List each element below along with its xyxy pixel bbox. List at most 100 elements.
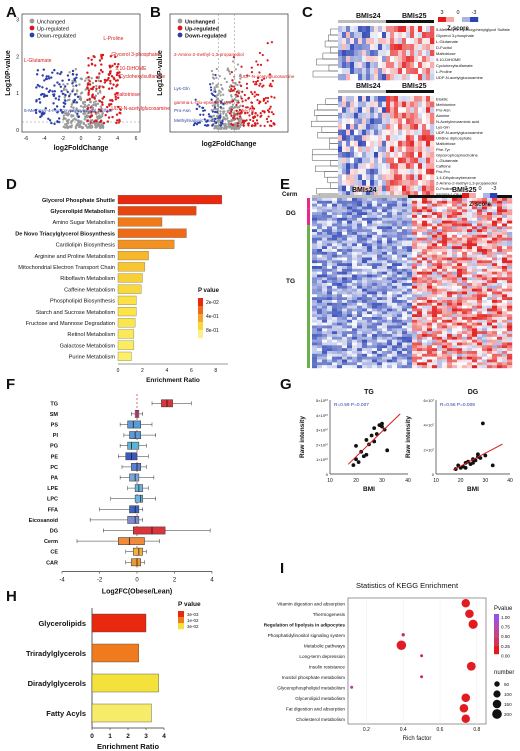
- volcano-b-point: [241, 100, 244, 103]
- kegg-i-bubble: [468, 619, 478, 629]
- scatter-g-tg-xtick: 30: [379, 478, 385, 484]
- heatmap-c-bottom-cell: [366, 163, 371, 170]
- volcano-a-point: [94, 94, 98, 98]
- heatmap-e-cell: [357, 249, 363, 253]
- heatmap-c-bottom-cell: [366, 174, 371, 181]
- heatmap-e-cell: [357, 336, 363, 340]
- heatmap-e-cell: [362, 226, 368, 230]
- heatmap-e-cell: [427, 254, 433, 258]
- heatmap-e-cell: [427, 226, 433, 230]
- volcano-a-point: [93, 97, 96, 100]
- heatmap-e-cell: [407, 351, 413, 355]
- heatmap-e-cell: [367, 254, 373, 258]
- heatmap-c-bottom-dendrogram: [317, 104, 338, 111]
- heatmap-e-cell: [377, 362, 383, 366]
- heatmap-c-bottom-cell: [418, 157, 423, 164]
- heatmap-e-cell: [432, 209, 438, 213]
- heatmap-c-bottom-cell: [378, 135, 383, 142]
- heatmap-e-cell: [472, 297, 478, 301]
- heatmap-e-cell: [392, 305, 398, 309]
- heatmap-e-cell: [372, 260, 378, 264]
- heatmap-e-cell: [417, 243, 423, 247]
- heatmap-e-cell: [322, 217, 328, 221]
- volcano-a-point: [78, 125, 82, 128]
- heatmap-e-cell: [317, 302, 323, 306]
- heatmap-e-cell: [472, 243, 478, 247]
- kegg-i-bubble: [465, 609, 474, 619]
- volcano-a-point: [70, 124, 74, 127]
- heatmap-c-top-cell: [358, 74, 363, 81]
- heatmap-e-cell: [462, 198, 468, 202]
- heatmap-c-bottom-dendrogram: [315, 165, 338, 172]
- panel-label-d: D: [6, 176, 17, 193]
- heatmap-e-cell: [457, 302, 463, 306]
- kegg-i-xtick: 0.6: [437, 727, 444, 733]
- heatmap-e-cell: [422, 277, 428, 281]
- volcano-b-point: [194, 98, 197, 101]
- heatmap-e-cell: [497, 249, 503, 253]
- heatmap-e-cell: [472, 215, 478, 219]
- heatmap-e-cell: [502, 274, 508, 278]
- heatmap-e-cell: [367, 319, 373, 323]
- volcano-a-point: [102, 121, 106, 125]
- heatmap-e-cell: [492, 243, 498, 247]
- heatmap-e-cell: [432, 336, 438, 340]
- heatmap-e-cell: [467, 217, 473, 221]
- volcano-b-point: [217, 116, 220, 119]
- heatmap-c-top-row-label: UDP-N-acetylglucosamine: [436, 75, 484, 80]
- heatmap-e-cell: [362, 217, 368, 221]
- heatmap-e-cell: [422, 217, 428, 221]
- heatmap-e-cell: [477, 331, 483, 335]
- heatmap-e-cell: [342, 311, 348, 315]
- heatmap-e-cell: [492, 249, 498, 253]
- heatmap-e-cell: [497, 331, 503, 335]
- enrichment-h-legend-tick: 1e-02: [187, 618, 199, 623]
- heatmap-e-cell: [452, 283, 458, 287]
- volcano-a-point: [88, 80, 91, 83]
- heatmap-c-bottom-cell: [402, 168, 407, 175]
- heatmap-c-bottom-row-label: gamma-L-Glu-epsilon-L-Lys: [436, 192, 485, 197]
- heatmap-e-cell: [382, 271, 388, 275]
- heatmap-e-cell: [507, 215, 513, 219]
- heatmap-e-cell: [447, 240, 453, 244]
- heatmap-e-cell: [462, 334, 468, 338]
- heatmap-e-cell: [367, 362, 373, 366]
- heatmap-c-bottom-cell: [378, 140, 383, 147]
- volcano-b-point: [269, 119, 273, 123]
- heatmap-e-cell: [357, 260, 363, 264]
- volcano-a-point: [100, 126, 103, 129]
- enrichment-d-xtick: 6: [190, 368, 193, 374]
- heatmap-e-cell: [392, 268, 398, 272]
- heatmap-c-top-cell: [338, 74, 343, 81]
- heatmap-e-cell: [362, 206, 368, 210]
- heatmap-c-bottom-cell: [398, 112, 403, 119]
- heatmap-e-cell: [397, 314, 403, 318]
- scatter-g-dg-ytick: 0: [432, 472, 435, 477]
- heatmap-e-cell: [337, 217, 343, 221]
- heatmap-e-cell: [497, 308, 503, 312]
- heatmap-e-cell: [467, 203, 473, 207]
- heatmap-c-bottom-cell: [378, 180, 383, 186]
- heatmap-e-cell: [377, 232, 383, 236]
- heatmap-e-cell: [402, 234, 408, 238]
- heatmap-c-top-cell: [398, 32, 403, 39]
- heatmap-e-cell: [407, 314, 413, 318]
- heatmap-e-cell: [332, 240, 338, 244]
- heatmap-e-cell: [377, 317, 383, 321]
- heatmap-e-cell: [357, 234, 363, 238]
- heatmap-c-bottom-cell: [422, 140, 427, 147]
- heatmap-e-cell: [457, 212, 463, 216]
- heatmap-e-cell: [402, 311, 408, 315]
- heatmap-e-cell: [477, 254, 483, 258]
- heatmap-c-bottom-cell: [382, 124, 387, 130]
- heatmap-e-cell: [442, 254, 448, 258]
- heatmap-e-cell: [442, 348, 448, 352]
- volcano-b-point: [230, 87, 233, 91]
- heatmap-e-cell: [317, 322, 323, 326]
- volcano-b-point: [225, 112, 228, 116]
- heatmap-c-bottom-cell: [386, 146, 391, 153]
- volcano-a-point: [87, 91, 90, 94]
- heatmap-e-cell: [432, 348, 438, 352]
- heatmap-e-cell: [387, 322, 393, 326]
- heatmap-c-bottom-cell: [362, 146, 367, 153]
